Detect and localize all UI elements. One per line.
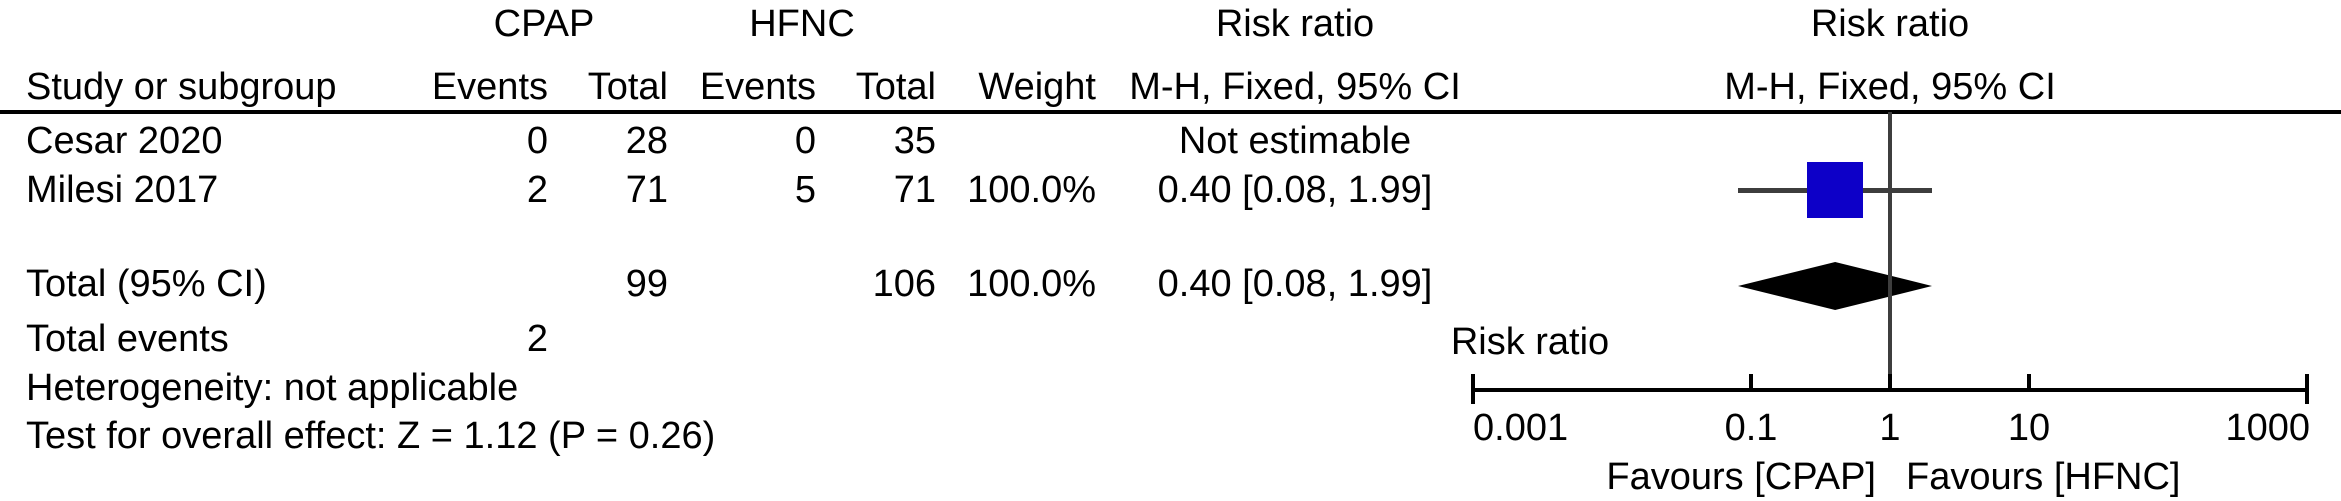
ci-text: Not estimable [1178, 120, 1412, 162]
cpap-total-column-header: Total [587, 66, 668, 108]
total-diamond-shape [1737, 262, 1932, 310]
hfnc-total-value: 106 [872, 263, 936, 305]
cpap-events-value: 0 [526, 120, 548, 162]
axis-tick-label: 0.1 [1724, 407, 1778, 449]
cpap-group-header: CPAP [493, 3, 595, 45]
axis-tick-label: 10 [2007, 407, 2051, 449]
favours-cpap-label: Favours [CPAP] [1606, 456, 1876, 498]
table-row-milesi-2017: Milesi 2017 2 71 5 71 100.0% 0.40 [0.08,… [0, 168, 2341, 212]
table-row-total: Total (95% CI) 99 106 100.0% 0.40 [0.08,… [0, 262, 2341, 306]
weight-column-header: Weight [978, 66, 1096, 108]
column-header-row: Study or subgroup Events Total Events To… [0, 46, 2341, 108]
hfnc-group-header: HFNC [749, 3, 855, 45]
cpap-events-value: 2 [526, 169, 548, 211]
study-column-header: Study or subgroup [26, 66, 337, 108]
weight-value: 100.0% [967, 169, 1096, 211]
study-label: Cesar 2020 [26, 120, 223, 162]
ci-text: 0.40 [0.08, 1.99] [1157, 169, 1433, 211]
ci-text: 0.40 [0.08, 1.99] [1157, 263, 1433, 305]
hfnc-events-value: 0 [794, 120, 816, 162]
cpap-total-value: 99 [625, 263, 668, 305]
axis-tick [1471, 374, 1475, 404]
cpap-events-column-header: Events [431, 66, 548, 108]
heterogeneity-note: Heterogeneity: not applicable [0, 366, 2341, 410]
axis-tick [2305, 374, 2309, 404]
cpap-total-value: 28 [625, 120, 668, 162]
axis-tick-label: 1000 [2225, 407, 2310, 449]
table-row-cesar-2020: Cesar 2020 0 28 0 35 Not estimable [0, 119, 2341, 163]
axis-tick-label: 1 [1879, 407, 1901, 449]
total-events-label: Total events [26, 318, 229, 360]
ci-method-header-left: M-H, Fixed, 95% CI [1129, 66, 1461, 108]
axis-tick [1749, 374, 1753, 392]
study-label: Milesi 2017 [26, 169, 219, 211]
hfnc-total-value: 35 [893, 120, 936, 162]
axis-tick [2027, 374, 2031, 392]
group-header-row: CPAP HFNC Risk ratio Risk ratio [0, 2, 2341, 46]
study-weight-square [1806, 162, 1863, 218]
axis-tick-label: 0.001 [1473, 407, 1569, 449]
total-events-cpap-value: 2 [526, 318, 548, 360]
total-label: Total (95% CI) [26, 263, 267, 305]
ci-method-header-right: M-H, Fixed, 95% CI [1724, 66, 2056, 108]
risk-ratio-header-right: Risk ratio [1810, 3, 1970, 45]
header-divider-rule [0, 110, 2341, 114]
hfnc-events-column-header: Events [699, 66, 816, 108]
risk-ratio-header-left: Risk ratio [1215, 3, 1375, 45]
hfnc-total-column-header: Total [855, 66, 936, 108]
axis-tick [1888, 374, 1892, 392]
overall-effect-note: Test for overall effect: Z = 1.12 (P = 0… [0, 414, 2341, 458]
favours-hfnc-label: Favours [HFNC] [1906, 456, 2181, 498]
total-diamond-marker [1737, 262, 1932, 310]
null-effect-line [1888, 112, 1892, 388]
heterogeneity-text: Heterogeneity: not applicable [26, 367, 519, 409]
overall-effect-text: Test for overall effect: Z = 1.12 (P = 0… [26, 415, 716, 457]
table-row-total-events: Total events 2 [0, 317, 2341, 361]
hfnc-events-value: 5 [794, 169, 816, 211]
hfnc-total-value: 71 [893, 169, 936, 211]
cpap-total-value: 71 [625, 169, 668, 211]
x-axis-title: Risk ratio [1450, 321, 1610, 363]
weight-value: 100.0% [967, 263, 1096, 305]
